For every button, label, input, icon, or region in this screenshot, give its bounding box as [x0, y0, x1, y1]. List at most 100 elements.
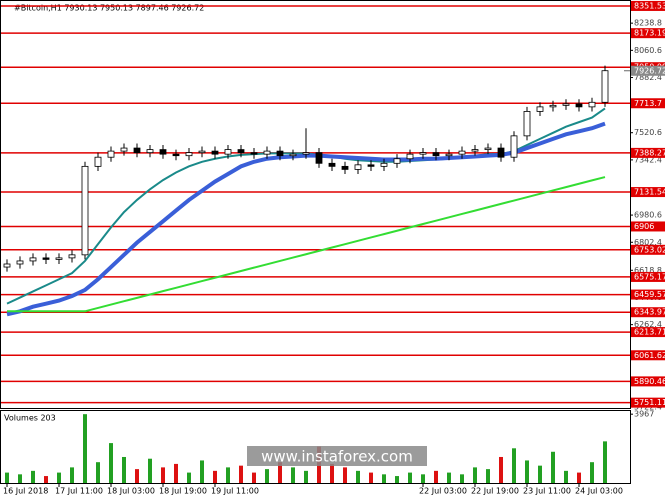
level-label-box: [631, 147, 665, 158]
candle-body: [523, 111, 531, 137]
level-label: 6753.02: [634, 245, 665, 254]
volume-bar: [473, 467, 477, 483]
level-label-box: [631, 307, 665, 318]
volume-bar: [278, 462, 282, 483]
x-tick-label: 18 Jul 19:00: [159, 487, 207, 496]
y-tick-label: 6802.4: [634, 238, 662, 247]
candle-body: [172, 153, 180, 157]
candle-body: [601, 70, 609, 103]
level-label: 5890.46: [634, 377, 665, 386]
volume-bar: [187, 472, 191, 483]
candle-body: [354, 164, 362, 170]
candle-body: [419, 152, 427, 155]
candle-body: [341, 165, 349, 170]
level-label-box: [631, 327, 665, 338]
volume-bar: [356, 470, 360, 483]
level-label: 7131.54: [634, 188, 665, 197]
volume-bar: [551, 451, 555, 483]
volume-bar: [122, 456, 126, 483]
level-label: 6213.71: [634, 328, 665, 337]
y-tick-label: 6262.4: [634, 320, 662, 329]
level-label: 6575.17: [634, 272, 665, 281]
x-tick-label: 22 Jul 03:00: [419, 487, 467, 496]
candle-body: [211, 150, 219, 155]
candle-body: [575, 103, 583, 108]
candle-body: [484, 147, 492, 150]
level-label-box: [631, 244, 665, 255]
volume-bar: [434, 470, 438, 483]
volume-label: Volumes 203: [4, 414, 56, 423]
level-label: 6459.57: [634, 290, 665, 299]
y-tick-label: 7520.6: [634, 128, 662, 137]
candle-body: [133, 147, 141, 154]
candle-body: [302, 152, 310, 155]
level-label-box: [631, 28, 665, 39]
volume-bar: [421, 474, 425, 483]
candle-body: [497, 147, 505, 158]
level-label-box: [631, 0, 665, 11]
volume-bar: [382, 474, 386, 483]
level-label-box: [631, 271, 665, 282]
volume-bar: [603, 441, 607, 483]
watermark: www.instaforex.com: [261, 448, 413, 466]
level-label-box: [631, 187, 665, 198]
level-label-box: [631, 397, 665, 408]
y-tick-label: 7882.4: [634, 73, 662, 82]
candle-body: [120, 147, 128, 152]
y-tick-label: 8238.8: [634, 19, 662, 28]
volume-bar: [460, 474, 464, 483]
x-tick-label: 18 Jul 03:00: [107, 487, 155, 496]
volume-bar: [31, 470, 35, 483]
candle-body: [3, 263, 11, 268]
x-tick-label: 23 Jul 11:00: [523, 487, 571, 496]
candle-body: [549, 104, 557, 108]
candle-body: [250, 152, 258, 155]
candle-body: [159, 149, 167, 155]
candle-body: [471, 149, 479, 152]
candle-body: [458, 150, 466, 155]
volume-bar: [369, 472, 373, 483]
candle-body: [81, 165, 89, 256]
volume-bar: [57, 472, 61, 483]
candle-body: [315, 152, 323, 164]
volume-bar: [486, 469, 490, 483]
volume-bar: [5, 472, 9, 483]
volume-bar: [408, 472, 412, 483]
level-label-box: [631, 289, 665, 300]
y-tick-label: 8060.6: [634, 46, 662, 55]
watermark-box: [247, 446, 427, 466]
level-label-box: [631, 350, 665, 361]
main-panel-frame: [0, 0, 631, 409]
candle-body: [406, 153, 414, 160]
last-price-box: [631, 65, 665, 76]
volume-bar: [70, 467, 74, 483]
x-tick-label: 24 Jul 03:00: [575, 487, 623, 496]
level-label: 6906: [634, 222, 654, 231]
candle-body: [432, 152, 440, 157]
volume-bar: [109, 443, 113, 483]
candle-body: [16, 260, 24, 265]
last-price-label: 7926.72: [634, 66, 665, 75]
candle-body: [94, 156, 102, 167]
volume-bar: [304, 470, 308, 483]
y-tick-label: 7342.4: [634, 155, 662, 164]
candle-body: [224, 149, 232, 155]
candle-body: [445, 153, 453, 157]
level-label-box: [631, 98, 665, 109]
volume-bar: [447, 472, 451, 483]
level-label: 8351.53: [634, 1, 665, 10]
x-tick-label: 22 Jul 19:00: [471, 487, 519, 496]
candle-body: [328, 162, 336, 167]
volume-bar: [512, 448, 516, 483]
volume-bar: [135, 469, 139, 483]
candle-body: [146, 149, 154, 154]
volume-bar: [590, 462, 594, 483]
chart-title: #Bitcoin,H1 7930.13 7950.13 7897.46 7926…: [14, 4, 204, 13]
volume-bar: [226, 467, 230, 483]
volume-bar: [577, 472, 581, 483]
x-tick-label: 19 Jul 11:00: [211, 487, 259, 496]
candle-body: [107, 150, 115, 158]
level-label-box: [631, 221, 665, 232]
candle-body: [510, 135, 518, 158]
